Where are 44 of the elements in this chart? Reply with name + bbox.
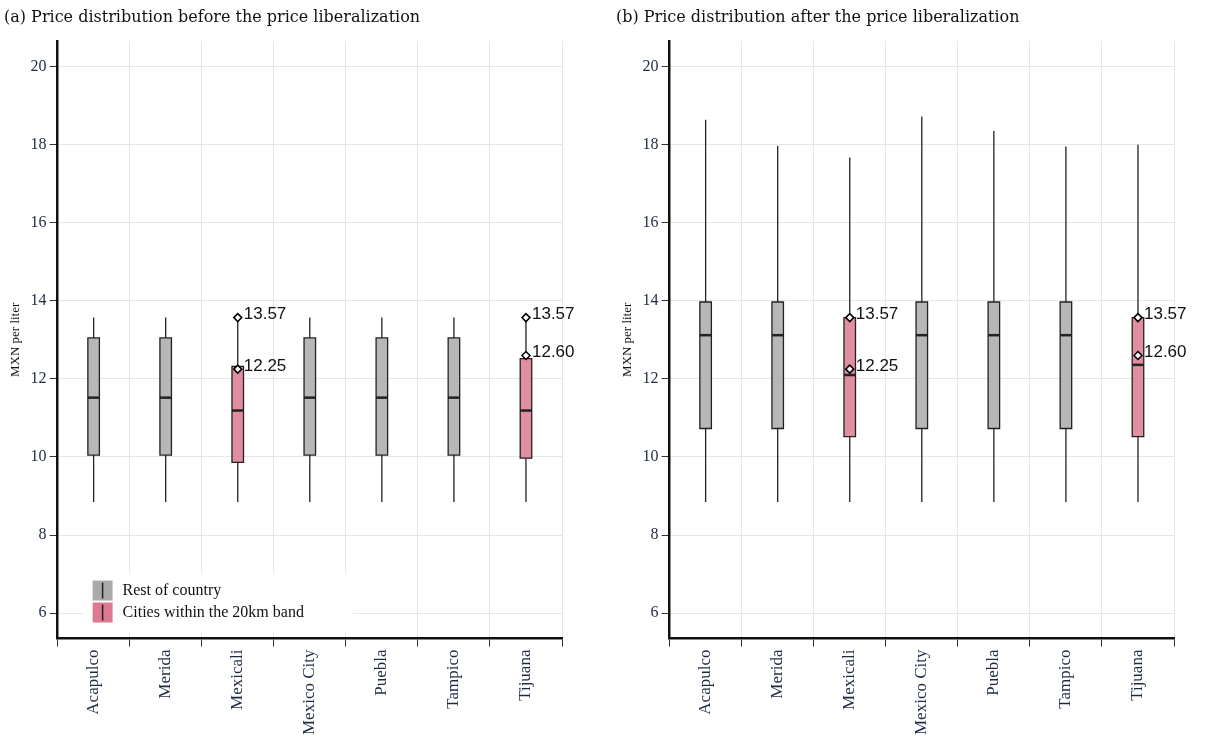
y-tick-label: 8	[38, 525, 47, 543]
y-tick-label: 14	[30, 291, 47, 309]
y-tick-label: 16	[30, 212, 47, 230]
y-tick-label: 6	[38, 603, 47, 621]
y-tick-label: 12	[30, 369, 47, 387]
y-tick-label: 16	[642, 212, 659, 230]
data-label: 12.25	[855, 355, 899, 375]
y-tick-label: 18	[30, 134, 47, 152]
data-label: 13.57	[1143, 304, 1187, 324]
y-tick-label: 6	[650, 603, 659, 621]
x-tick-label: Acapulco	[83, 649, 103, 715]
y-axis-title: MXN per liter	[7, 302, 23, 378]
y-tick-label: 20	[30, 56, 47, 74]
y-tick-label: 12	[642, 369, 659, 387]
x-tick-label: Mexico City	[911, 649, 931, 735]
y-tick-label: 14	[642, 291, 659, 309]
data-label: 13.57	[243, 304, 287, 324]
x-tick-label: Tijuana	[515, 649, 535, 701]
y-tick-label: 10	[30, 447, 47, 465]
legend-label: Rest of country	[122, 580, 222, 599]
x-tick-label: Mexicali	[227, 649, 247, 710]
x-tick-label: Merida	[155, 649, 175, 699]
x-tick-label: Puebla	[371, 649, 391, 696]
data-label: 12.60	[1143, 342, 1187, 362]
y-tick-label: 20	[642, 56, 659, 74]
x-tick-label: Acapulco	[695, 649, 715, 715]
chart-title: (b) Price distribution after the price liberalization	[616, 6, 1020, 26]
legend-label: Cities within the 20km band	[122, 602, 304, 620]
x-tick-label: Tampico	[443, 649, 463, 709]
data-label: 12.60	[531, 342, 575, 362]
data-label: 13.57	[855, 304, 899, 324]
x-tick-label: Tijuana	[1127, 649, 1147, 701]
data-label: 12.25	[243, 355, 287, 375]
x-tick-label: Mexico City	[299, 649, 319, 735]
y-axis-title: MXN per liter	[619, 302, 635, 378]
chart-title: (a) Price distribution before the price liberalization	[4, 6, 421, 26]
y-tick-label: 18	[642, 134, 659, 152]
x-tick-label: Mexicali	[839, 649, 859, 710]
y-tick-label: 10	[642, 447, 659, 465]
x-tick-label: Puebla	[983, 649, 1003, 696]
y-tick-label: 8	[650, 525, 659, 543]
x-tick-label: Merida	[767, 649, 787, 699]
x-tick-label: Tampico	[1055, 649, 1075, 709]
data-label: 13.57	[531, 304, 575, 324]
